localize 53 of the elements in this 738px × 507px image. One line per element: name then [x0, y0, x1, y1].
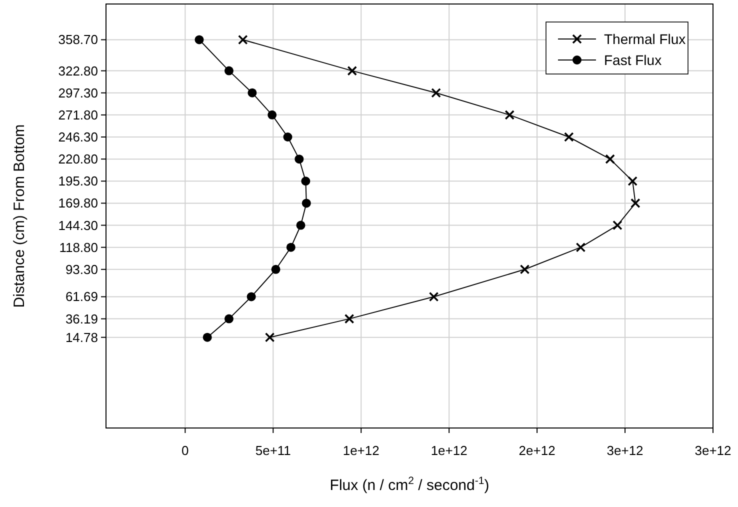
point — [605, 154, 615, 164]
x-tick-label: 1e+12 — [430, 443, 468, 458]
y-tick-label: 93.30 — [65, 262, 98, 277]
point — [428, 292, 439, 302]
legend-label: Thermal Flux — [604, 31, 686, 47]
x-tick-label: 5e+11 — [255, 443, 291, 458]
x-tick-label: 2e+12 — [518, 443, 556, 458]
y-tick-label: 169.80 — [58, 196, 98, 211]
x-tick-label: 3e+12 — [606, 443, 644, 458]
point — [564, 132, 574, 142]
legend-label: Fast Flux — [604, 52, 662, 68]
x-tick-label: 1e+12 — [342, 443, 380, 458]
point — [202, 332, 212, 342]
y-tick-label: 297.30 — [58, 85, 98, 100]
point — [347, 66, 358, 76]
y-tick-label: 358.70 — [58, 32, 98, 48]
point — [296, 220, 306, 230]
x-tick-label: 0 — [182, 443, 189, 458]
point — [301, 176, 310, 186]
y-axis-title: Distance (cm) From Bottom — [11, 124, 28, 308]
x-tick-label: 3e+12 — [694, 443, 732, 458]
point — [224, 314, 234, 324]
y-tick-label: 14.78 — [65, 330, 98, 345]
point — [194, 35, 204, 44]
point — [264, 332, 275, 342]
point — [268, 110, 277, 120]
point — [246, 292, 256, 302]
point — [576, 242, 586, 252]
y-tick-label: 144.30 — [58, 218, 98, 233]
y-tick-label: 322.80 — [58, 63, 98, 78]
point — [302, 198, 311, 208]
point — [286, 242, 296, 252]
y-tick-label: 61.69 — [65, 289, 98, 304]
point — [248, 88, 257, 98]
y-tick-label: 118.80 — [59, 240, 98, 255]
y-tick-label: 246.30 — [58, 130, 98, 144]
point — [520, 264, 530, 274]
point — [271, 264, 280, 274]
y-tick-label: 195.30 — [58, 174, 98, 189]
point — [628, 176, 638, 186]
point — [283, 132, 292, 142]
point — [431, 88, 441, 98]
point — [224, 66, 234, 76]
point — [238, 34, 248, 45]
y-tick-label: 220.80 — [58, 152, 98, 167]
point — [630, 198, 640, 208]
point — [504, 110, 515, 120]
point — [294, 154, 304, 164]
point — [344, 314, 354, 324]
point — [612, 220, 622, 230]
x-axis-title: Flux (n / cm$^{2}$ / second$^{-1}$) — [330, 475, 490, 494]
y-tick-label: 271.80 — [58, 107, 98, 122]
y-tick-label: 36.19 — [65, 311, 98, 326]
